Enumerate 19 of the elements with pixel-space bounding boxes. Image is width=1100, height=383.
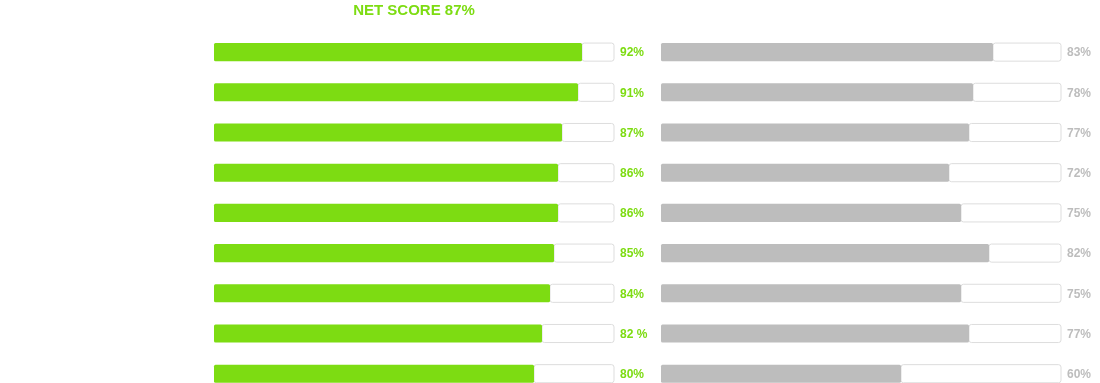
- data-label: 82 %: [620, 326, 648, 341]
- data-label: 75%: [1067, 286, 1092, 301]
- data-label: 82%: [1067, 246, 1092, 261]
- data-label: 86%: [620, 206, 645, 221]
- data-label: 60%: [1067, 366, 1092, 381]
- data-label: 80%: [620, 366, 645, 381]
- data-label: 77%: [1067, 125, 1092, 140]
- data-label: 72%: [1067, 165, 1092, 180]
- data-label: 92%: [620, 45, 645, 60]
- data-label: 87%: [620, 125, 645, 140]
- data-label: 86%: [620, 165, 645, 180]
- data-label: 77%: [1067, 326, 1092, 341]
- chart-title: NET SCORE 87%: [353, 1, 475, 18]
- data-label: 85%: [620, 246, 645, 261]
- data-label: 84%: [620, 286, 645, 301]
- data-label: 78%: [1067, 85, 1092, 100]
- data-label: 75%: [1067, 206, 1092, 221]
- data-label: 91%: [620, 85, 645, 100]
- data-label: 83%: [1067, 45, 1092, 60]
